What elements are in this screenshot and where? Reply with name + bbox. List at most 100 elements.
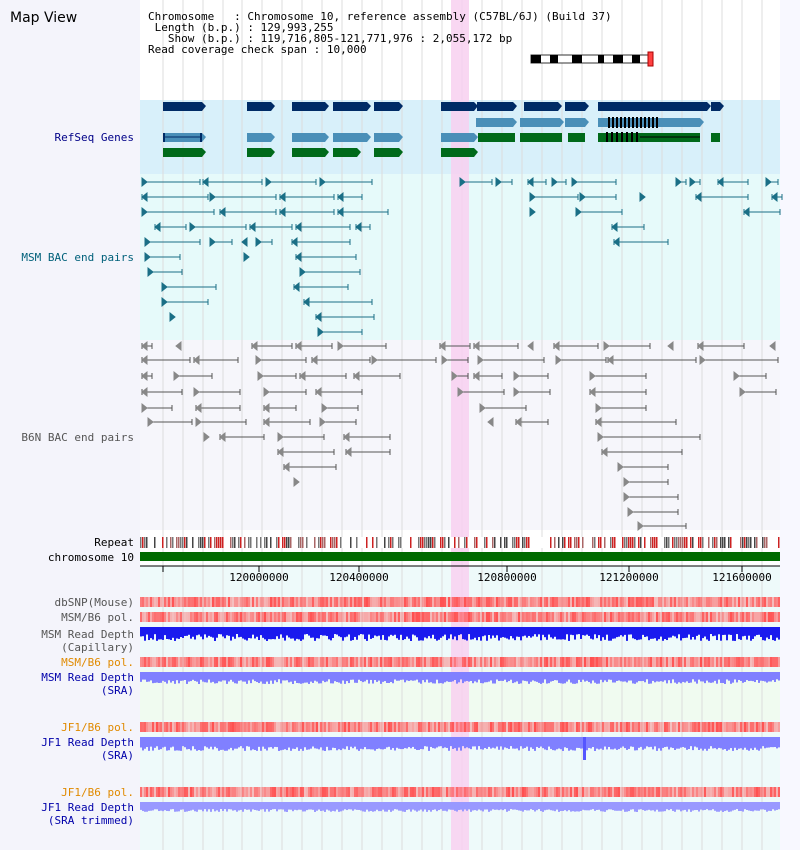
polymorphism-density bbox=[756, 612, 758, 622]
polymorphism-density bbox=[168, 657, 170, 667]
read-depth-bar bbox=[774, 737, 776, 748]
track-label-msm-depth-cap-1[interactable]: MSM Read Depth bbox=[41, 628, 134, 641]
polymorphism-density bbox=[270, 787, 272, 797]
polymorphism-density bbox=[548, 612, 550, 622]
read-depth-bar bbox=[346, 802, 348, 811]
polymorphism-density bbox=[490, 722, 492, 732]
track-label-repeat[interactable]: Repeat bbox=[94, 536, 134, 549]
polymorphism-density bbox=[322, 722, 324, 732]
polymorphism-density bbox=[686, 597, 688, 607]
track-label-b6n-bac[interactable]: B6N BAC end pairs bbox=[21, 431, 134, 444]
polymorphism-density bbox=[292, 787, 294, 797]
polymorphism-density bbox=[330, 787, 332, 797]
polymorphism-density bbox=[754, 787, 756, 797]
polymorphism-density bbox=[198, 722, 200, 732]
polymorphism-density bbox=[614, 657, 616, 667]
read-depth-bar bbox=[688, 672, 690, 683]
read-depth-bar bbox=[648, 737, 650, 748]
polymorphism-density bbox=[200, 657, 202, 667]
read-depth-bar bbox=[692, 672, 694, 680]
repeat-element bbox=[728, 537, 730, 548]
polymorphism-density bbox=[528, 722, 530, 732]
polymorphism-density bbox=[170, 657, 172, 667]
read-depth-bar bbox=[386, 737, 388, 748]
track-label-chromosome[interactable]: chromosome 10 bbox=[47, 551, 134, 564]
polymorphism-density bbox=[764, 722, 766, 732]
track-label-jf1-pol-1[interactable]: JF1/B6 pol. bbox=[61, 721, 134, 734]
track-label-dbsnp[interactable]: dbSNP(Mouse) bbox=[54, 596, 134, 609]
polymorphism-density bbox=[670, 657, 672, 667]
polymorphism-density bbox=[478, 722, 480, 732]
gene-feature bbox=[333, 133, 367, 142]
polymorphism-density bbox=[738, 722, 740, 732]
polymorphism-density bbox=[746, 657, 748, 667]
polymorphism-density bbox=[412, 787, 414, 797]
polymorphism-density bbox=[418, 657, 420, 667]
track-label-msm-depth-sra-2[interactable]: (SRA) bbox=[100, 684, 134, 697]
read-depth-bar bbox=[494, 737, 496, 749]
polymorphism-density bbox=[340, 787, 342, 797]
polymorphism-density bbox=[760, 787, 762, 797]
polymorphism-density bbox=[448, 612, 450, 622]
polymorphism-density bbox=[180, 612, 182, 622]
read-depth-bar bbox=[620, 627, 622, 636]
read-depth-bar bbox=[186, 737, 188, 750]
polymorphism-density bbox=[478, 657, 480, 667]
track-label-jf1-depth-trim-2[interactable]: (SRA trimmed) bbox=[47, 814, 134, 827]
read-depth-bar bbox=[264, 627, 266, 640]
read-depth-bar bbox=[692, 802, 694, 811]
track-label-jf1-pol-2[interactable]: JF1/B6 pol. bbox=[61, 786, 134, 799]
polymorphism-density bbox=[690, 722, 692, 732]
read-depth-bar bbox=[750, 802, 752, 812]
read-depth-bar bbox=[262, 802, 264, 810]
track-label-msm-depth-sra-1[interactable]: MSM Read Depth bbox=[41, 671, 134, 684]
repeat-element bbox=[330, 537, 332, 548]
read-depth-bar bbox=[298, 672, 300, 684]
track-label-msm-depth-cap-2[interactable]: (Capillary) bbox=[61, 641, 134, 654]
polymorphism-density bbox=[412, 657, 414, 667]
polymorphism-density bbox=[322, 657, 324, 667]
read-depth-bar bbox=[440, 672, 442, 684]
polymorphism-density bbox=[626, 612, 628, 622]
track-label-msm-pol-2[interactable]: MSM/B6 pol. bbox=[61, 656, 134, 669]
read-depth-bar bbox=[532, 627, 534, 637]
read-depth-bar bbox=[292, 802, 294, 812]
polymorphism-density bbox=[558, 722, 560, 732]
read-depth-bar bbox=[446, 627, 448, 641]
read-depth-bar bbox=[770, 627, 772, 636]
polymorphism-density bbox=[514, 597, 516, 607]
track-label-msm-bac[interactable]: MSM BAC end pairs bbox=[21, 251, 134, 264]
polymorphism-density bbox=[576, 597, 578, 607]
polymorphism-density bbox=[614, 787, 616, 797]
read-depth-bar bbox=[482, 737, 484, 750]
polymorphism-density bbox=[206, 612, 208, 622]
polymorphism-density bbox=[588, 612, 590, 622]
track-label-refseq[interactable]: RefSeq Genes bbox=[54, 131, 134, 144]
track-label-jf1-depth-trim-1[interactable]: JF1 Read Depth bbox=[41, 801, 134, 814]
read-depth-bar bbox=[658, 627, 660, 640]
read-depth-bar bbox=[732, 672, 734, 683]
polymorphism-density bbox=[234, 722, 236, 732]
track-label-jf1-depth-sra-1[interactable]: JF1 Read Depth bbox=[41, 736, 134, 749]
read-depth-bar bbox=[276, 672, 278, 683]
read-depth-bar bbox=[178, 802, 180, 812]
polymorphism-density bbox=[514, 657, 516, 667]
polymorphism-density bbox=[266, 657, 268, 667]
read-depth-bar bbox=[544, 672, 546, 680]
read-depth-bar bbox=[666, 737, 668, 747]
track-label-jf1-depth-sra-2[interactable]: (SRA) bbox=[100, 749, 134, 762]
track-label-msm-pol-1[interactable]: MSM/B6 pol. bbox=[61, 611, 134, 624]
polymorphism-density bbox=[456, 657, 458, 667]
read-depth-bar bbox=[306, 672, 308, 683]
polymorphism-density bbox=[326, 597, 328, 607]
bac-end-marker bbox=[141, 206, 148, 218]
repeat-element bbox=[234, 537, 236, 548]
polymorphism-density bbox=[778, 597, 780, 607]
polymorphism-density bbox=[308, 787, 310, 797]
read-depth-bar bbox=[326, 627, 328, 637]
polymorphism-density bbox=[586, 787, 588, 797]
polymorphism-density bbox=[602, 597, 604, 607]
read-depth-bar bbox=[290, 737, 292, 751]
